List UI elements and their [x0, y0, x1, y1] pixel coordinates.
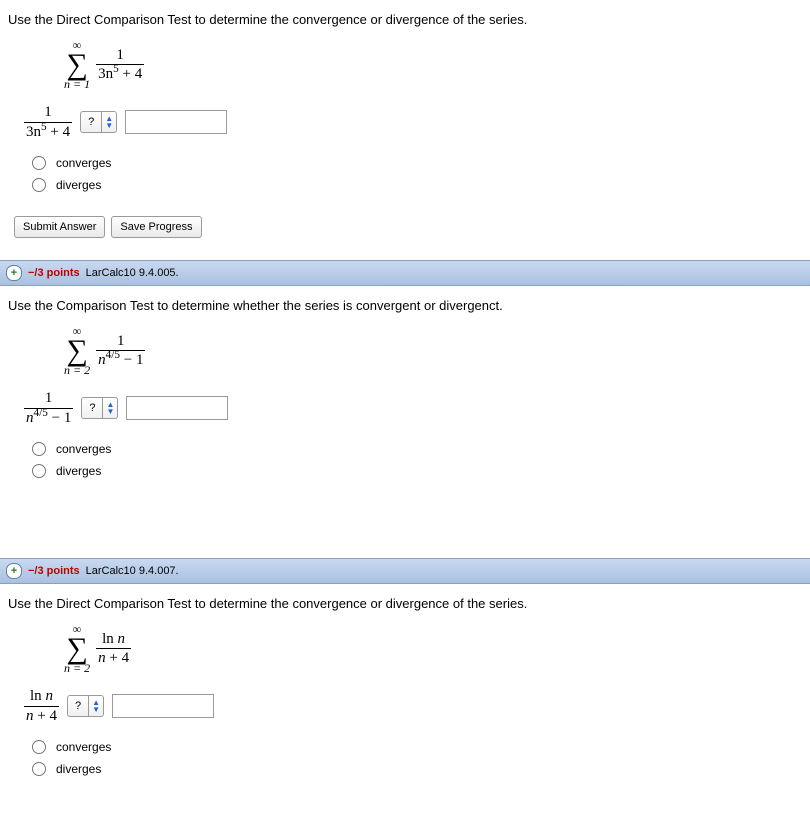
submit-answer-button[interactable]: Submit Answer [14, 216, 105, 238]
term-fraction: ln n n + 4 [24, 688, 59, 724]
question-prompt: Use the Direct Comparison Test to determ… [8, 596, 802, 611]
question-header-bar: + −/3 points LarCalc10 9.4.005. [0, 260, 810, 286]
expand-icon[interactable]: + [6, 563, 22, 579]
comparison-series-input[interactable] [112, 694, 214, 718]
question-prompt: Use the Direct Comparison Test to determ… [8, 12, 802, 27]
radio-converges[interactable]: converges [32, 442, 802, 456]
summand-fraction: ln n n + 4 [96, 631, 131, 667]
chevron-updown-icon: ▲▼ [102, 113, 116, 131]
radio-input[interactable] [32, 464, 46, 478]
points-label: −/3 points [28, 267, 80, 279]
sigma-icon: ∞ ∑ n = 1 [64, 39, 90, 90]
radio-converges[interactable]: converges [32, 156, 802, 170]
convergence-radio-group: converges diverges [32, 740, 802, 776]
summand-fraction: 1 n4/5 − 1 [96, 333, 145, 369]
question-ref: LarCalc10 9.4.005. [86, 267, 179, 279]
series-expression: ∞ ∑ n = 1 1 3n5 + 4 [64, 39, 802, 90]
comparison-row: ln n n + 4 ? ▲▼ [24, 688, 802, 724]
comparison-operator-select[interactable]: ? ▲▼ [67, 695, 104, 717]
question-header-bar: + −/3 points LarCalc10 9.4.007. [0, 558, 810, 584]
comparison-series-input[interactable] [125, 110, 227, 134]
sigma-icon: ∞ ∑ n = 2 [64, 325, 90, 376]
comparison-row: 1 n4/5 − 1 ? ▲▼ [24, 390, 802, 426]
radio-converges[interactable]: converges [32, 740, 802, 754]
comparison-series-input[interactable] [126, 396, 228, 420]
radio-input[interactable] [32, 442, 46, 456]
radio-diverges[interactable]: diverges [32, 762, 802, 776]
series-expression: ∞ ∑ n = 2 ln n n + 4 [64, 623, 802, 674]
question-ref: LarCalc10 9.4.007. [86, 565, 179, 577]
chevron-updown-icon: ▲▼ [103, 399, 117, 417]
points-label: −/3 points [28, 565, 80, 577]
question-2: Use the Comparison Test to determine whe… [0, 286, 810, 558]
radio-input[interactable] [32, 156, 46, 170]
expand-icon[interactable]: + [6, 265, 22, 281]
radio-input[interactable] [32, 178, 46, 192]
save-progress-button[interactable]: Save Progress [111, 216, 201, 238]
comparison-operator-select[interactable]: ? ▲▼ [81, 397, 118, 419]
comparison-row: 1 3n5 + 4 ? ▲▼ [24, 104, 802, 140]
question-3: Use the Direct Comparison Test to determ… [0, 584, 810, 796]
radio-input[interactable] [32, 740, 46, 754]
series-expression: ∞ ∑ n = 2 1 n4/5 − 1 [64, 325, 802, 376]
convergence-radio-group: converges diverges [32, 156, 802, 192]
summand-fraction: 1 3n5 + 4 [96, 47, 144, 83]
sigma-icon: ∞ ∑ n = 2 [64, 623, 90, 674]
action-buttons: Submit Answer Save Progress [14, 216, 802, 238]
question-prompt: Use the Comparison Test to determine whe… [8, 298, 802, 313]
question-1: Use the Direct Comparison Test to determ… [0, 0, 810, 260]
convergence-radio-group: converges diverges [32, 442, 802, 478]
chevron-updown-icon: ▲▼ [89, 697, 103, 715]
radio-diverges[interactable]: diverges [32, 178, 802, 192]
radio-diverges[interactable]: diverges [32, 464, 802, 478]
radio-input[interactable] [32, 762, 46, 776]
comparison-operator-select[interactable]: ? ▲▼ [80, 111, 117, 133]
term-fraction: 1 3n5 + 4 [24, 104, 72, 140]
term-fraction: 1 n4/5 − 1 [24, 390, 73, 426]
